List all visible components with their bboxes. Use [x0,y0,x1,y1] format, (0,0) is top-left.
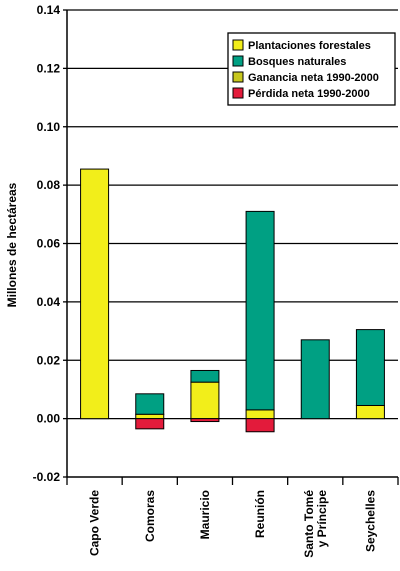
bar-segment [245,418,275,433]
legend-swatch [232,71,244,83]
y-tick-label: 0.06 [37,237,61,251]
legend-label: Plantaciones forestales [248,40,371,52]
y-tick-label: 0.04 [37,295,61,309]
bar-segment [135,393,165,415]
bar-segment [80,168,110,420]
y-axis-title: Millones de hectáreas [5,182,19,307]
bar-segment [245,210,275,411]
bar-segment [190,369,220,383]
legend-box [227,32,396,106]
x-category-label: Comoras [143,490,157,542]
gridlines [67,9,398,420]
y-tick-label: 0.00 [37,412,61,426]
x-category-label: Reunión [253,490,267,538]
x-category-label: y Príncipe [315,490,329,548]
x-category-label: Seychelles [363,490,377,552]
x-category-label: Santo Tomé [302,490,316,558]
bar-segment [355,329,385,406]
y-tick-label: 0.14 [37,3,61,17]
legend-label: Ganancia neta 1990-2000 [248,72,379,84]
bar-segment [190,381,220,420]
x-category-label: Mauricio [198,490,212,539]
y-tick-label: 0.12 [37,61,61,75]
bar-segment [135,413,165,420]
bars [80,168,385,433]
bar-segment [245,409,275,420]
y-tick-label: 0.10 [37,120,61,134]
legend-swatch [232,55,244,67]
legend-label: Pérdida neta 1990-2000 [248,88,370,100]
y-tick-label: -0.02 [33,470,61,484]
bar-segment [300,339,330,420]
legend-swatch [232,39,244,51]
axes: 0.14 0.12 0.10 0.08 0.06 0.04 0.02 0.00 -0.02 Cap… [33,3,399,558]
legend-swatch [232,87,244,99]
y-tick-label: 0.08 [37,178,61,192]
legend-label: Bosques naturales [248,56,346,68]
bar-segment [135,418,165,430]
legend: Plantaciones forestales Bosques naturales… [227,32,396,106]
y-tick-label: 0.02 [37,353,61,367]
bar-segment [355,404,385,420]
x-category-label: Capo Verde [88,490,102,556]
bar-segment [190,418,220,423]
